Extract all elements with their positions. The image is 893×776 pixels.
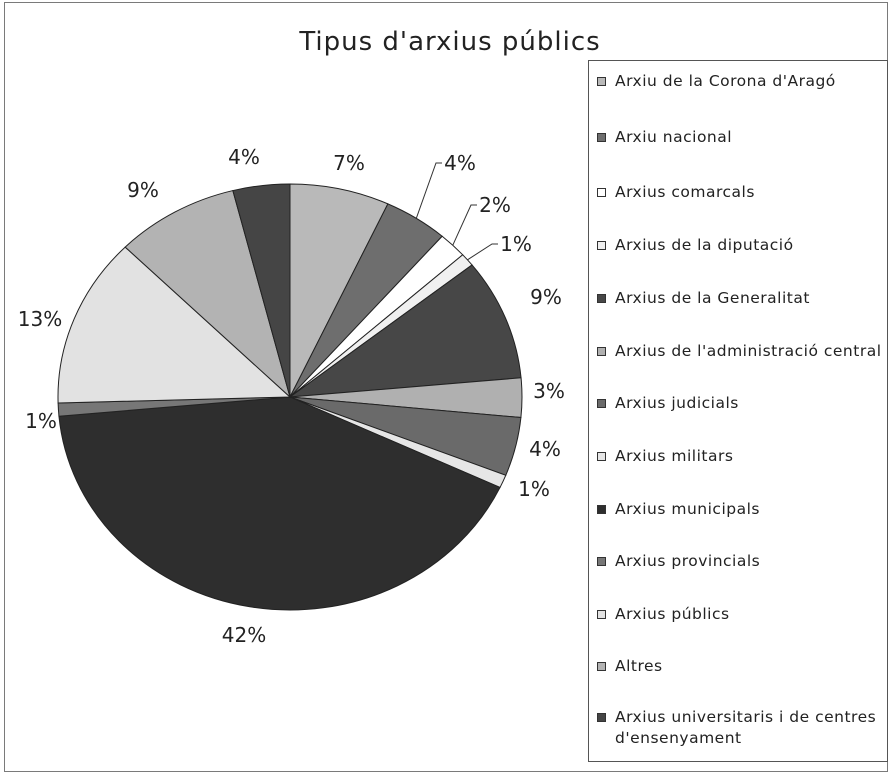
- pie-slice: [288, 264, 522, 398]
- pie-slice: [58, 396, 501, 611]
- legend-item: Arxius militars: [597, 446, 883, 467]
- legend-item: Arxius universitaris i de centres d'ense…: [597, 707, 883, 749]
- legend-item: Altres: [597, 656, 883, 677]
- legend-label: Arxius públics: [615, 605, 730, 623]
- legend-swatch: [597, 241, 606, 250]
- pie-slice: [57, 246, 292, 404]
- slice-percent-label: 2%: [479, 193, 511, 217]
- legend-item: Arxius públics: [597, 604, 883, 625]
- legend-swatch: [597, 347, 606, 356]
- slice-percent-label: 9%: [127, 178, 159, 202]
- legend-item: Arxius comarcals: [597, 182, 883, 203]
- legend-label: Arxius de la Generalitat: [615, 289, 810, 307]
- legend-swatch: [597, 557, 606, 566]
- legend-swatch: [597, 505, 606, 514]
- legend-swatch: [597, 188, 606, 197]
- legend-item: Arxius judicials: [597, 393, 883, 414]
- leader-line: [452, 204, 477, 246]
- legend-item: Arxius de la Generalitat: [597, 288, 883, 309]
- slice-percent-label: 9%: [530, 285, 562, 309]
- leader-line: [415, 162, 442, 219]
- legend-item: Arxiu de la Corona d'Aragó: [597, 71, 883, 92]
- pie-slice: [124, 189, 291, 399]
- legend-item: Arxius provincials: [597, 551, 883, 572]
- legend-swatch: [597, 77, 606, 86]
- slice-percent-label: 4%: [444, 151, 476, 175]
- slice-percent-label: 1%: [500, 232, 532, 256]
- legend-label: Arxius provincials: [615, 552, 761, 570]
- legend-swatch: [597, 133, 606, 142]
- legend-swatch: [597, 610, 606, 619]
- legend-label: Arxius universitaris i de centres d'ense…: [615, 708, 877, 747]
- legend-swatch: [597, 713, 606, 722]
- legend-label: Arxius comarcals: [615, 183, 755, 201]
- legend-label: Arxius judicials: [615, 394, 739, 412]
- legend-label: Arxius de la diputació: [615, 236, 794, 254]
- legend-swatch: [597, 452, 606, 461]
- slice-percent-label: 13%: [18, 307, 62, 331]
- legend-swatch: [597, 294, 606, 303]
- legend: Arxiu de la Corona d'Aragó Arxiu nacional…: [588, 60, 888, 762]
- legend-item: Arxiu nacional: [597, 127, 883, 148]
- slice-percent-label: 1%: [25, 409, 57, 433]
- slice-percent-label: 7%: [333, 151, 365, 175]
- legend-label: Arxius municipals: [615, 500, 760, 518]
- legend-item: Arxius de l'administració central: [597, 341, 883, 362]
- slice-percent-label: 4%: [228, 145, 260, 169]
- legend-swatch: [597, 399, 606, 408]
- leader-line: [467, 243, 498, 261]
- legend-item: Arxius municipals: [597, 499, 883, 520]
- legend-label: Arxiu nacional: [615, 128, 733, 146]
- pie-slice: [232, 183, 291, 398]
- legend-label: Arxius militars: [615, 447, 734, 465]
- slice-percent-label: 3%: [533, 379, 565, 403]
- slice-percent-label: 1%: [518, 477, 550, 501]
- legend-label: Arxius de l'administració central: [615, 342, 882, 360]
- legend-label: Arxiu de la Corona d'Aragó: [615, 72, 836, 90]
- legend-swatch: [597, 662, 606, 671]
- legend-label: Altres: [615, 657, 663, 675]
- slice-percent-label: 42%: [222, 623, 266, 647]
- legend-item: Arxius de la diputació: [597, 235, 883, 256]
- chart-title: Tipus d'arxius públics: [299, 27, 601, 57]
- slice-percent-label: 4%: [529, 437, 561, 461]
